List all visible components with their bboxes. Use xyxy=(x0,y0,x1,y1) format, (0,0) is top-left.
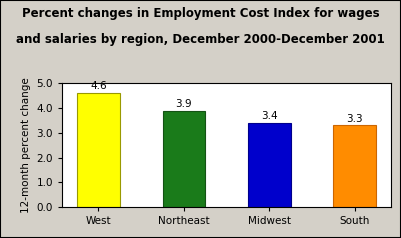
Text: 3.9: 3.9 xyxy=(176,99,192,109)
Bar xyxy=(333,125,376,207)
Text: and salaries by region, December 2000-December 2001: and salaries by region, December 2000-De… xyxy=(16,33,385,46)
Bar xyxy=(248,123,291,207)
Bar xyxy=(162,110,205,207)
Text: 3.4: 3.4 xyxy=(261,111,277,121)
Text: 3.3: 3.3 xyxy=(346,114,363,124)
Y-axis label: 12-month percent change: 12-month percent change xyxy=(21,77,31,213)
Text: 4.6: 4.6 xyxy=(90,81,107,91)
Text: Percent changes in Employment Cost Index for wages: Percent changes in Employment Cost Index… xyxy=(22,7,379,20)
Bar xyxy=(77,93,120,207)
